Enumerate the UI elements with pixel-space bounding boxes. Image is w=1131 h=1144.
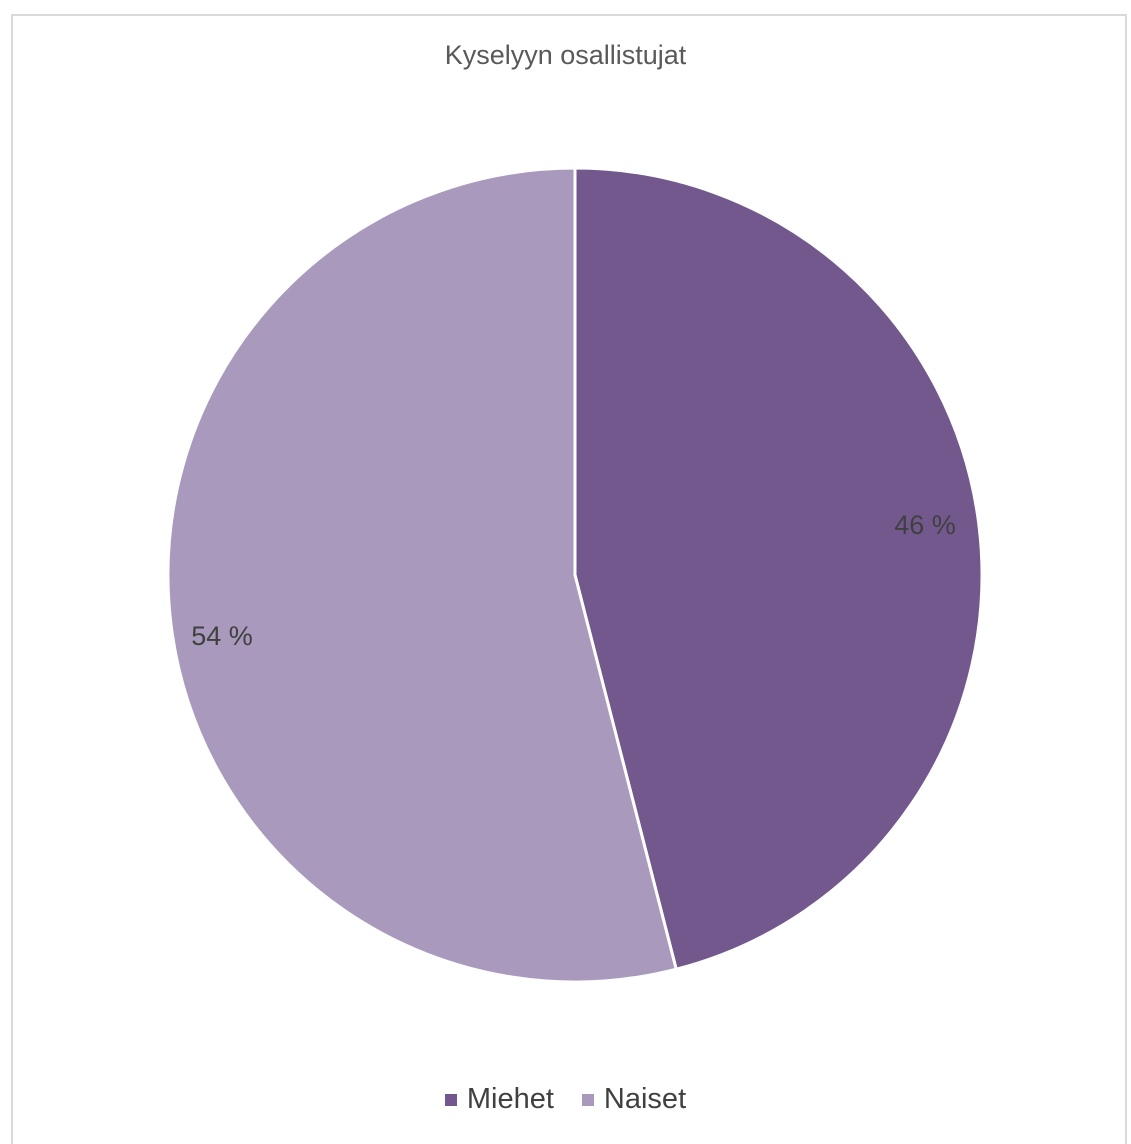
legend-label-miehet: Miehet (466, 1083, 554, 1115)
data-label-naiset: 54 % (191, 621, 253, 651)
legend-item-miehet: Miehet (444, 1083, 554, 1116)
pie-slice-naiset (166, 166, 679, 984)
legend: Miehet Naiset (0, 1083, 1131, 1116)
data-label-miehet: 46 % (894, 510, 956, 540)
legend-label-naiset: Naiset (603, 1083, 687, 1115)
chart-title: Kyselyyn osallistujat (444, 40, 687, 70)
legend-swatch-naiset (581, 1093, 594, 1106)
legend-item-naiset: Naiset (581, 1083, 687, 1116)
pie-slice-miehet (573, 166, 984, 972)
legend-swatch-miehet (444, 1093, 457, 1106)
